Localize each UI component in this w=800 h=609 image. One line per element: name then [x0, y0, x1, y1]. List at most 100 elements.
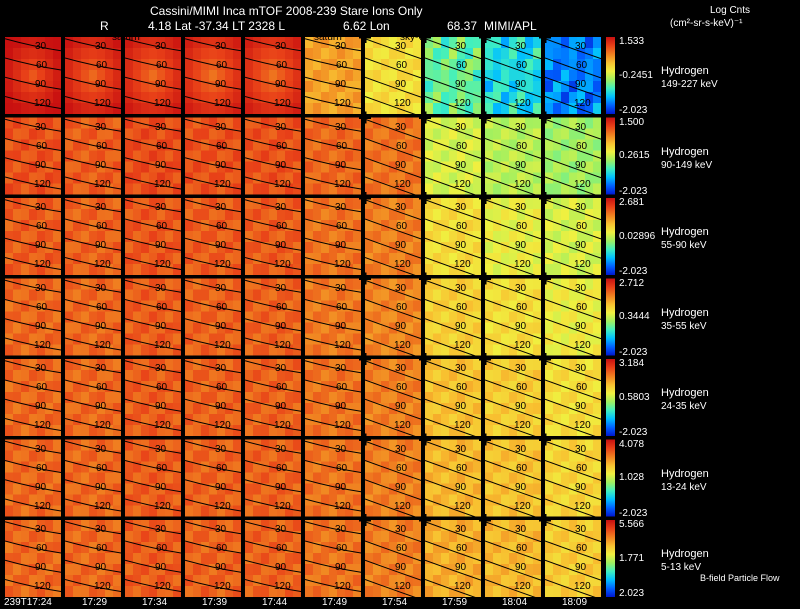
species-label: Hydrogen [661, 468, 709, 480]
contour-label: 120 [514, 420, 531, 431]
contour-label: 60 [396, 302, 407, 313]
species-label: Hydrogen [661, 548, 709, 560]
contour-label: 60 [156, 463, 167, 474]
energy-label: 35-55 keV [661, 321, 707, 332]
contour-label: 60 [36, 221, 47, 232]
species-label: Hydrogen [661, 146, 709, 158]
contour-label: 90 [395, 482, 406, 493]
contour-label: 30 [335, 524, 346, 535]
contour-label: 120 [394, 420, 411, 431]
contour-label: 60 [216, 60, 227, 71]
contour-label: 120 [394, 259, 411, 270]
contour-label: 120 [574, 98, 591, 109]
header-r-label: R [100, 19, 109, 33]
contour-label: 30 [215, 41, 226, 52]
contour-label: 30 [275, 202, 286, 213]
contour-label: 30 [395, 444, 406, 455]
contour-label: 30 [95, 122, 106, 133]
colorbar-min-label: -2.023 [619, 508, 647, 519]
contour-label: 30 [515, 202, 526, 213]
contour-label: 90 [155, 79, 166, 90]
contour-label: 90 [215, 79, 226, 90]
contour-label: 90 [35, 79, 46, 90]
contour-label: 120 [274, 581, 291, 592]
colorbar-max-label: 1.533 [619, 36, 644, 47]
colorbar-min-label: 2.023 [619, 588, 644, 599]
contour-label: 60 [276, 463, 287, 474]
contour-label: 60 [36, 141, 47, 152]
colorbar-min-label: -2.023 [619, 105, 647, 116]
contour-label: 30 [155, 444, 166, 455]
contour-label: 120 [334, 259, 351, 270]
contour-label: 30 [395, 41, 406, 52]
contour-label: 90 [575, 321, 586, 332]
contour-label: 120 [274, 259, 291, 270]
contour-label: 30 [395, 122, 406, 133]
contour-label: 120 [514, 98, 531, 109]
contour-label: 30 [335, 41, 346, 52]
contour-label: 30 [395, 202, 406, 213]
contour-label: 90 [335, 160, 346, 171]
contour-label: 60 [216, 382, 227, 393]
contour-label: 90 [455, 240, 466, 251]
contour-label: 90 [35, 401, 46, 412]
contour-label: 30 [95, 202, 106, 213]
contour-label: 30 [155, 122, 166, 133]
contour-label: 30 [455, 122, 466, 133]
contour-label: 120 [214, 420, 231, 431]
contour-label: 30 [155, 363, 166, 374]
contour-label: 120 [34, 581, 51, 592]
contour-label: 90 [335, 562, 346, 573]
contour-label: 60 [576, 302, 587, 313]
contour-label: 60 [36, 463, 47, 474]
contour-label: 60 [396, 60, 407, 71]
contour-label: 30 [95, 444, 106, 455]
species-label: Hydrogen [661, 226, 709, 238]
contour-label: 90 [395, 401, 406, 412]
contour-label: 30 [455, 41, 466, 52]
energy-label: 5-13 keV [661, 562, 701, 573]
contour-label: 30 [515, 41, 526, 52]
contour-label: 60 [276, 221, 287, 232]
contour-label: 30 [455, 202, 466, 213]
contour-label: 30 [275, 122, 286, 133]
contour-label: 60 [276, 382, 287, 393]
contour-label: 30 [515, 283, 526, 294]
contour-label: 120 [94, 98, 111, 109]
contour-label: 90 [275, 401, 286, 412]
contour-label: 60 [156, 302, 167, 313]
contour-label: 120 [154, 501, 171, 512]
contour-label: 60 [456, 221, 467, 232]
contour-label: 90 [395, 240, 406, 251]
contour-label: 60 [96, 302, 107, 313]
contour-label: 90 [515, 562, 526, 573]
colorbar-max-label: 3.184 [619, 358, 644, 369]
contour-label: 60 [36, 60, 47, 71]
contour-label: 120 [94, 179, 111, 190]
contour-label: 120 [154, 340, 171, 351]
contour-label: 120 [574, 179, 591, 190]
contour-label: 30 [455, 363, 466, 374]
contour-label: 60 [456, 463, 467, 474]
contour-label: 90 [35, 160, 46, 171]
time-label: 17:34 [142, 597, 167, 608]
contour-label: 120 [274, 340, 291, 351]
contour-label: 60 [276, 60, 287, 71]
contour-label: 30 [575, 41, 586, 52]
contour-label: 60 [96, 60, 107, 71]
contour-label: 60 [576, 382, 587, 393]
colorbar [606, 118, 615, 195]
contour-label: 120 [574, 501, 591, 512]
contour-label: 60 [336, 463, 347, 474]
contour-label: 60 [96, 221, 107, 232]
contour-label: 90 [275, 562, 286, 573]
contour-label: 120 [94, 340, 111, 351]
unit-label: (cm²-sr-s-keV)⁻¹ [670, 18, 742, 29]
contour-label: 30 [455, 524, 466, 535]
contour-label: 60 [516, 463, 527, 474]
contour-label: 30 [155, 41, 166, 52]
unit-title: Log Cnts [710, 5, 750, 16]
header-l-value: 68.37 [447, 19, 477, 33]
contour-label: 60 [576, 543, 587, 554]
contour-label: 30 [95, 524, 106, 535]
